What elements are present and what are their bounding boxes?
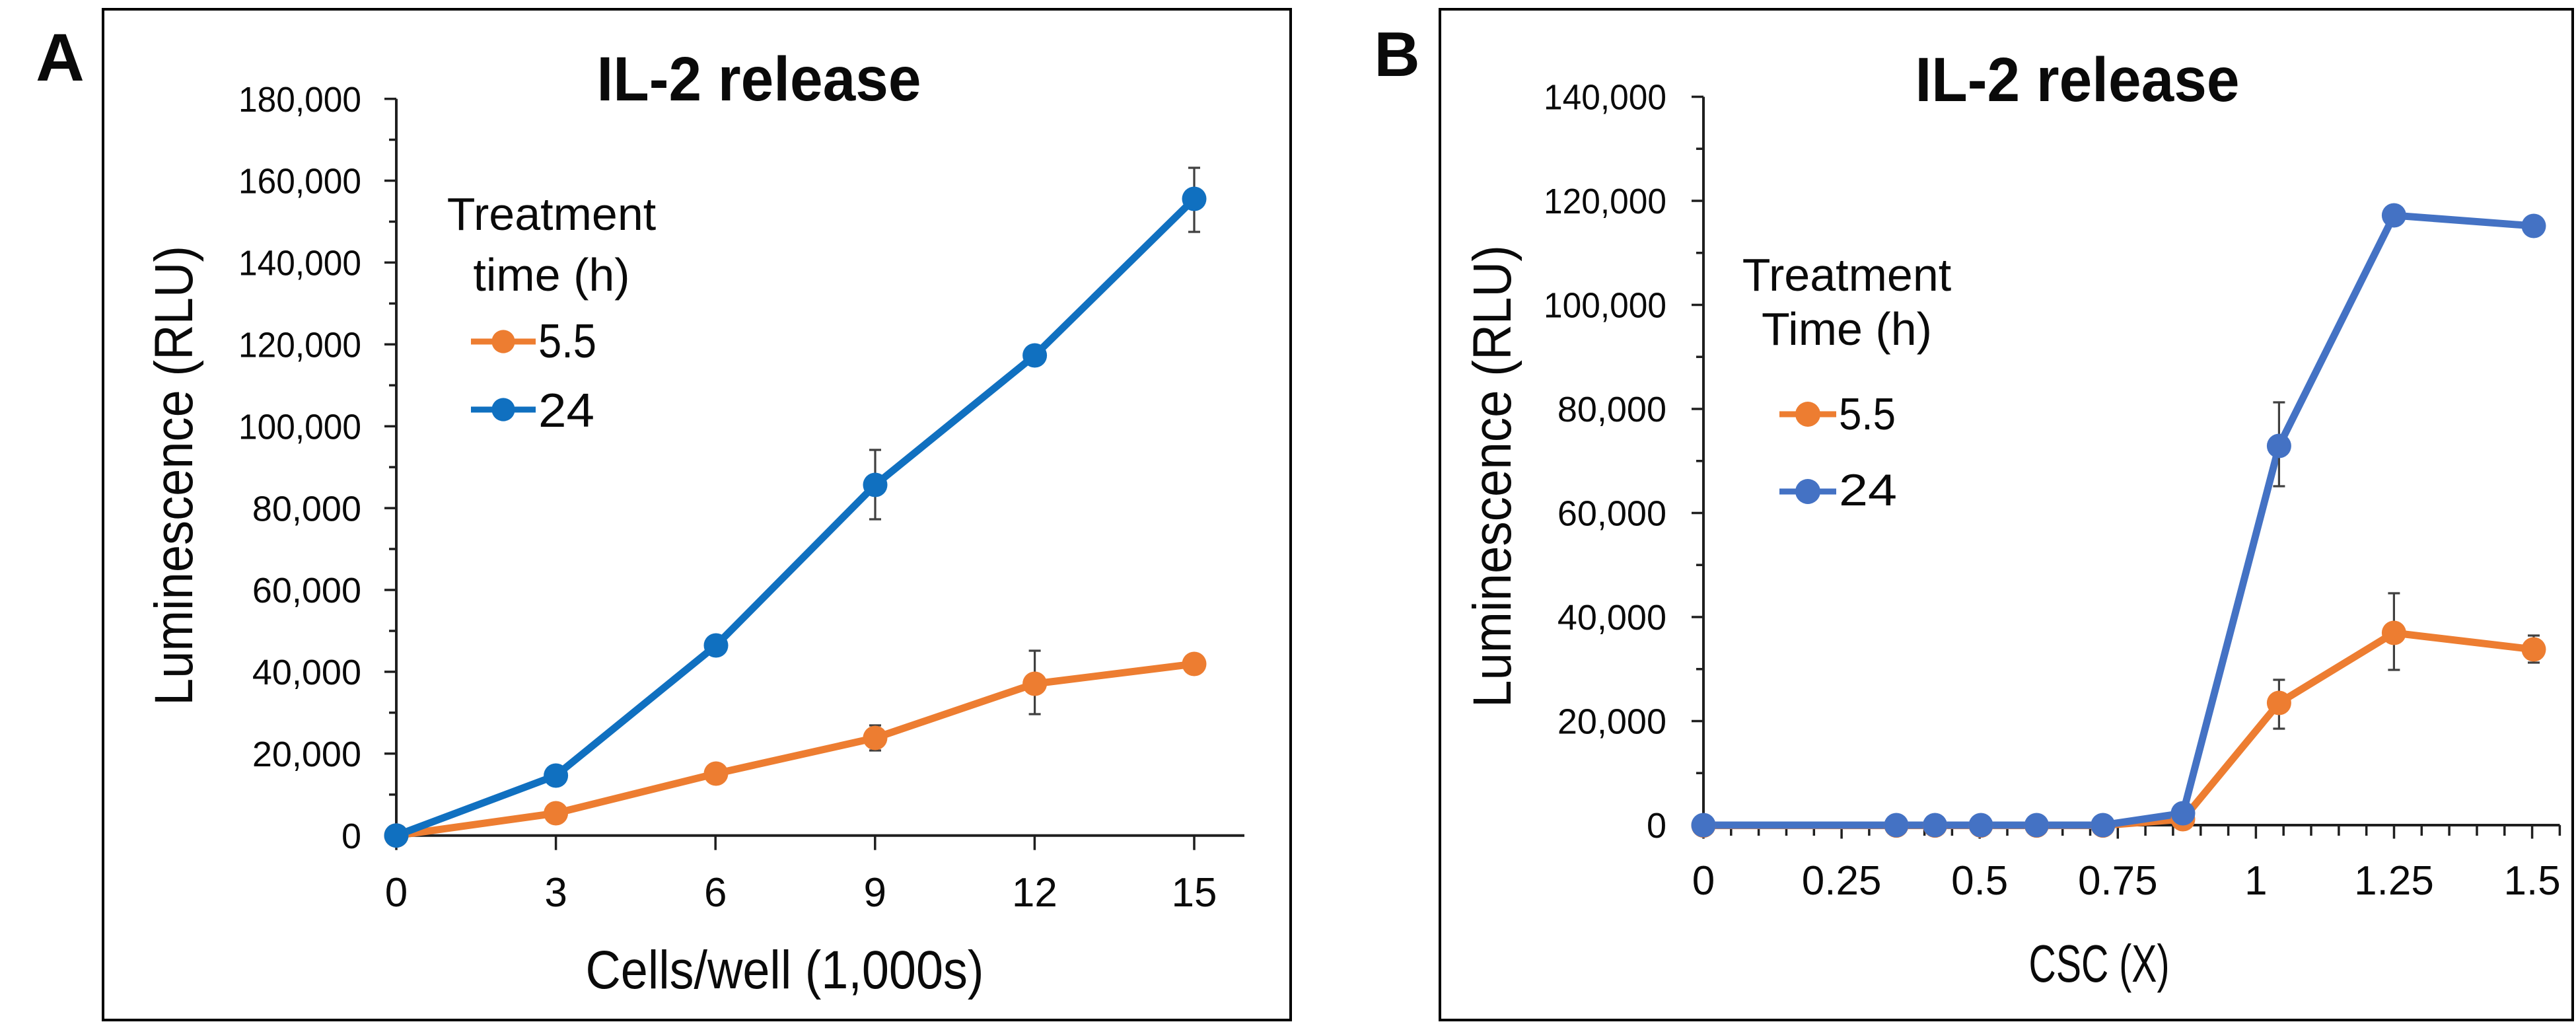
svg-text:12: 12 bbox=[1012, 870, 1057, 916]
svg-text:20,000: 20,000 bbox=[252, 735, 361, 774]
svg-text:CSC (X): CSC (X) bbox=[2029, 934, 2170, 993]
svg-text:Luminescence (RLU): Luminescence (RLU) bbox=[1462, 245, 1522, 708]
svg-text:0.5: 0.5 bbox=[1951, 858, 2008, 904]
svg-text:120,000: 120,000 bbox=[1544, 182, 1666, 221]
svg-text:IL-2 release: IL-2 release bbox=[597, 44, 921, 114]
svg-text:5.5: 5.5 bbox=[538, 315, 596, 368]
svg-text:5.5: 5.5 bbox=[1839, 389, 1896, 439]
svg-text:0: 0 bbox=[1692, 858, 1715, 904]
svg-text:180,000: 180,000 bbox=[238, 80, 361, 120]
svg-text:1.5: 1.5 bbox=[2503, 858, 2560, 904]
svg-text:24: 24 bbox=[538, 384, 594, 437]
svg-text:20,000: 20,000 bbox=[1557, 702, 1666, 742]
svg-text:40,000: 40,000 bbox=[1557, 598, 1666, 638]
svg-text:15: 15 bbox=[1172, 870, 1217, 916]
svg-text:140,000: 140,000 bbox=[1544, 78, 1666, 118]
svg-text:24: 24 bbox=[1839, 465, 1897, 515]
svg-text:140,000: 140,000 bbox=[238, 244, 361, 283]
svg-text:Cells/well (1,000s): Cells/well (1,000s) bbox=[586, 940, 984, 1000]
svg-text:Time (h): Time (h) bbox=[1762, 303, 1932, 355]
svg-text:160,000: 160,000 bbox=[238, 162, 361, 201]
svg-text:6: 6 bbox=[704, 870, 727, 916]
svg-text:1.25: 1.25 bbox=[2354, 858, 2434, 904]
svg-text:60,000: 60,000 bbox=[252, 571, 361, 610]
svg-text:120,000: 120,000 bbox=[238, 326, 361, 365]
svg-text:0: 0 bbox=[1647, 806, 1666, 846]
svg-text:9: 9 bbox=[864, 870, 886, 916]
svg-text:80,000: 80,000 bbox=[252, 489, 361, 529]
svg-text:time (h): time (h) bbox=[473, 249, 629, 301]
svg-text:80,000: 80,000 bbox=[1557, 390, 1666, 429]
svg-text:0: 0 bbox=[341, 817, 361, 856]
svg-text:B: B bbox=[1374, 19, 1419, 90]
svg-text:Luminescence (RLU): Luminescence (RLU) bbox=[144, 246, 204, 706]
svg-text:3: 3 bbox=[544, 870, 567, 916]
svg-text:Treatment: Treatment bbox=[1742, 249, 1951, 301]
svg-text:60,000: 60,000 bbox=[1557, 494, 1666, 534]
svg-text:1: 1 bbox=[2244, 858, 2267, 904]
svg-text:0.25: 0.25 bbox=[1802, 858, 1882, 904]
svg-text:A: A bbox=[36, 20, 85, 95]
svg-text:100,000: 100,000 bbox=[1544, 286, 1666, 326]
svg-text:40,000: 40,000 bbox=[252, 653, 361, 692]
svg-text:IL-2 release: IL-2 release bbox=[1915, 45, 2240, 115]
svg-text:100,000: 100,000 bbox=[238, 407, 361, 447]
svg-text:0.75: 0.75 bbox=[2078, 858, 2158, 904]
svg-text:Treatment: Treatment bbox=[447, 188, 656, 240]
svg-text:0: 0 bbox=[385, 870, 408, 916]
